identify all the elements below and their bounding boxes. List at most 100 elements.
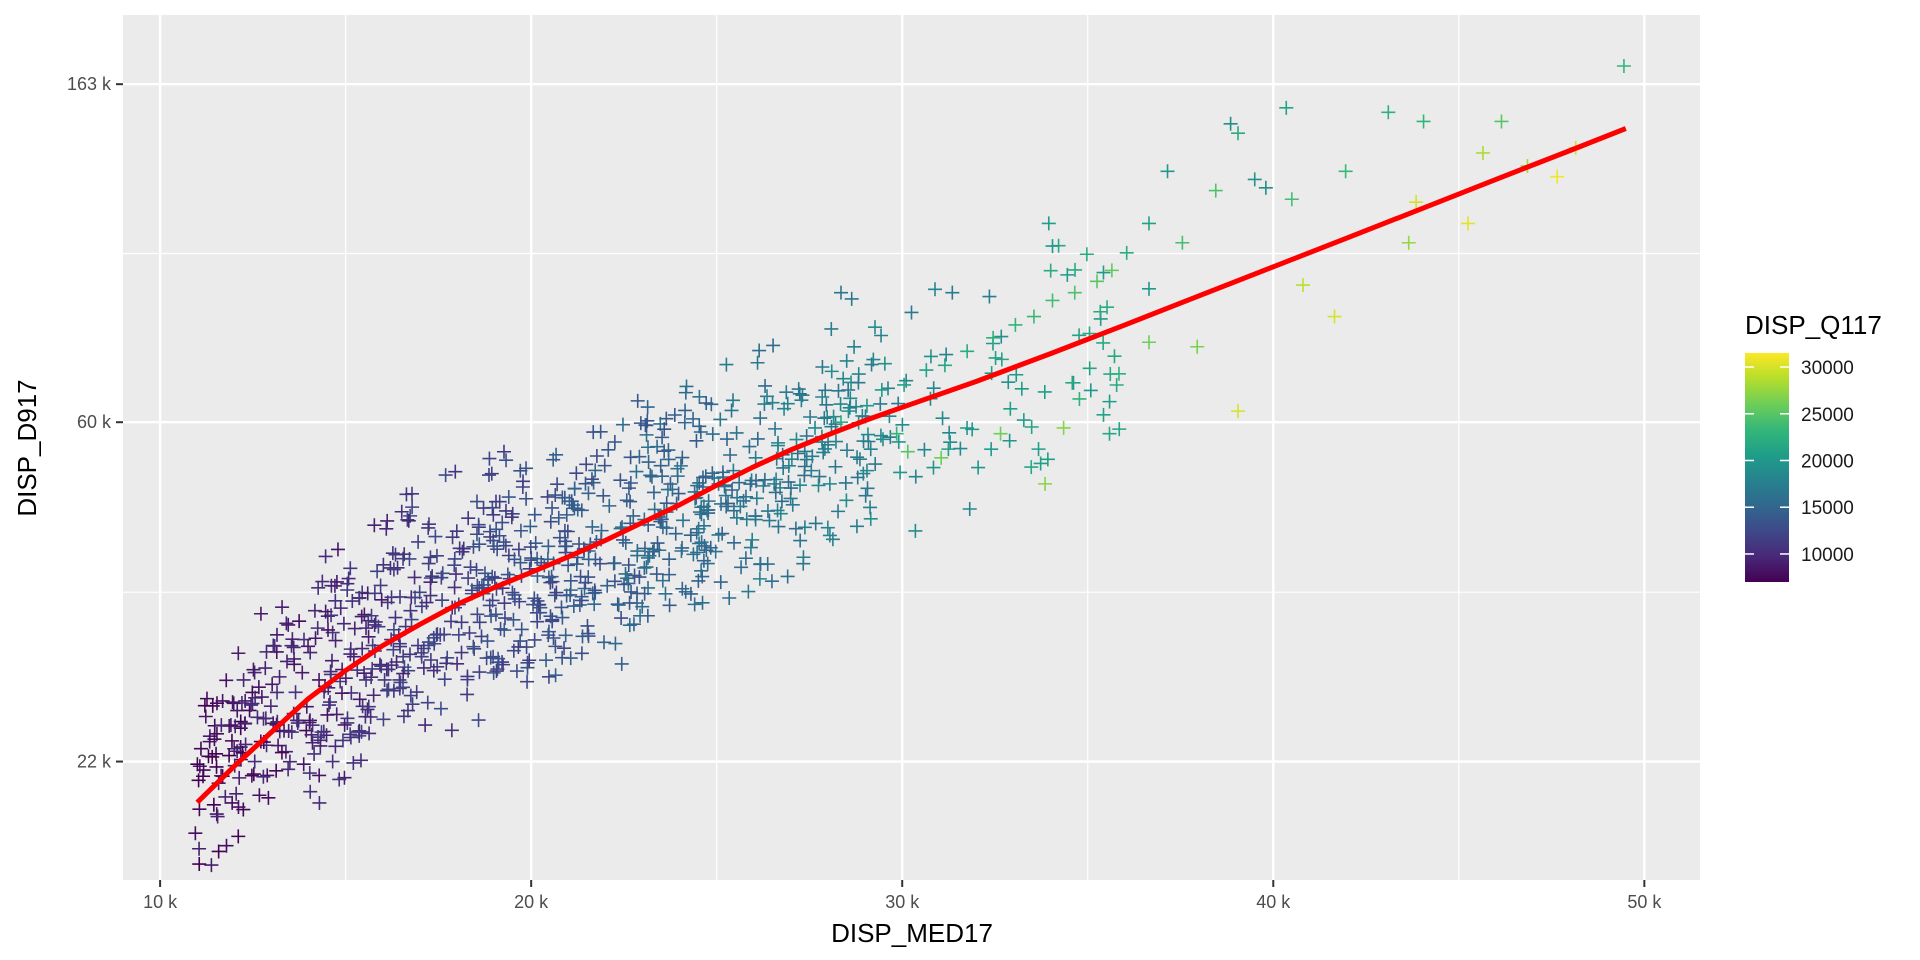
- data-point: [246, 767, 261, 782]
- data-point: [275, 600, 290, 615]
- data-point: [935, 411, 950, 426]
- data-point: [312, 672, 327, 687]
- data-point: [513, 523, 528, 538]
- data-point: [414, 649, 429, 664]
- data-point: [505, 506, 520, 521]
- data-point: [546, 631, 561, 646]
- data-point: [626, 508, 641, 523]
- data-point: [307, 746, 322, 761]
- data-point: [839, 443, 854, 458]
- data-point: [199, 691, 214, 706]
- data-point: [252, 788, 267, 803]
- data-point: [1079, 247, 1094, 262]
- data-point: [561, 558, 576, 573]
- data-point: [469, 494, 484, 509]
- data-point: [610, 597, 625, 612]
- data-point: [1475, 145, 1490, 160]
- data-point: [767, 476, 782, 491]
- data-point: [279, 654, 294, 669]
- data-point: [673, 458, 688, 473]
- data-point: [908, 469, 923, 484]
- data-point: [547, 588, 562, 603]
- data-point: [577, 581, 592, 596]
- data-point: [523, 519, 538, 534]
- data-point: [982, 289, 997, 304]
- data-point: [1295, 278, 1310, 293]
- data-point: [637, 586, 652, 601]
- data-point: [632, 570, 647, 585]
- data-point: [311, 580, 326, 595]
- data-point: [690, 545, 705, 560]
- data-point: [470, 607, 485, 622]
- data-point: [418, 718, 433, 733]
- data-point: [796, 550, 811, 565]
- data-point: [667, 407, 682, 422]
- data-point: [649, 567, 664, 582]
- data-point: [655, 520, 670, 535]
- data-point: [343, 561, 358, 576]
- data-point: [808, 516, 823, 531]
- data-point: [839, 353, 854, 368]
- data-point: [466, 639, 481, 654]
- data-point: [372, 657, 387, 672]
- data-point: [1550, 169, 1565, 184]
- data-point: [971, 460, 986, 475]
- data-point: [839, 493, 854, 508]
- data-point: [197, 698, 212, 713]
- major-grid: [123, 15, 1700, 880]
- data-point: [397, 547, 412, 562]
- data-point: [617, 577, 632, 592]
- data-point: [423, 575, 438, 590]
- data-point: [1082, 361, 1097, 376]
- data-point: [490, 542, 505, 557]
- data-point: [614, 611, 629, 626]
- data-point: [831, 504, 846, 519]
- data-point: [808, 420, 823, 435]
- data-point: [489, 664, 504, 679]
- data-point: [481, 468, 496, 483]
- data-point: [284, 725, 299, 740]
- data-point: [269, 763, 284, 778]
- data-point: [1096, 407, 1111, 422]
- data-point: [269, 644, 284, 659]
- data-point: [485, 593, 500, 608]
- data-point: [247, 754, 262, 769]
- legend-colorbar: [1745, 353, 1789, 582]
- data-point: [405, 500, 420, 515]
- data-point: [333, 601, 348, 616]
- data-point: [820, 520, 835, 535]
- data-point: [1024, 420, 1039, 435]
- data-point: [425, 569, 440, 584]
- data-point: [435, 566, 450, 581]
- data-point: [1031, 442, 1046, 457]
- data-point: [753, 411, 768, 426]
- data-point: [750, 355, 765, 370]
- data-point: [206, 797, 221, 812]
- data-point: [699, 543, 714, 558]
- data-point: [381, 682, 396, 697]
- data-point: [589, 448, 604, 463]
- data-point: [258, 711, 273, 726]
- data-point: [815, 390, 830, 405]
- data-point: [527, 591, 542, 606]
- data-point: [838, 475, 853, 490]
- data-point: [497, 611, 512, 626]
- data-point: [601, 442, 616, 457]
- data-point: [874, 382, 889, 397]
- data-point: [285, 632, 300, 647]
- legend-ticks: 10000 15000 20000 25000 30000: [1745, 358, 1854, 566]
- data-point: [1096, 265, 1111, 280]
- data-points: [188, 59, 1631, 873]
- data-point: [1038, 476, 1053, 491]
- data-point: [359, 621, 374, 636]
- data-point: [614, 656, 629, 671]
- data-point: [726, 393, 741, 408]
- data-point: [209, 759, 224, 774]
- data-point: [236, 672, 251, 687]
- data-point: [393, 675, 408, 690]
- data-point: [566, 599, 581, 614]
- data-point: [758, 378, 773, 393]
- data-point: [341, 571, 356, 586]
- data-point: [659, 411, 674, 426]
- data-point: [1003, 401, 1018, 416]
